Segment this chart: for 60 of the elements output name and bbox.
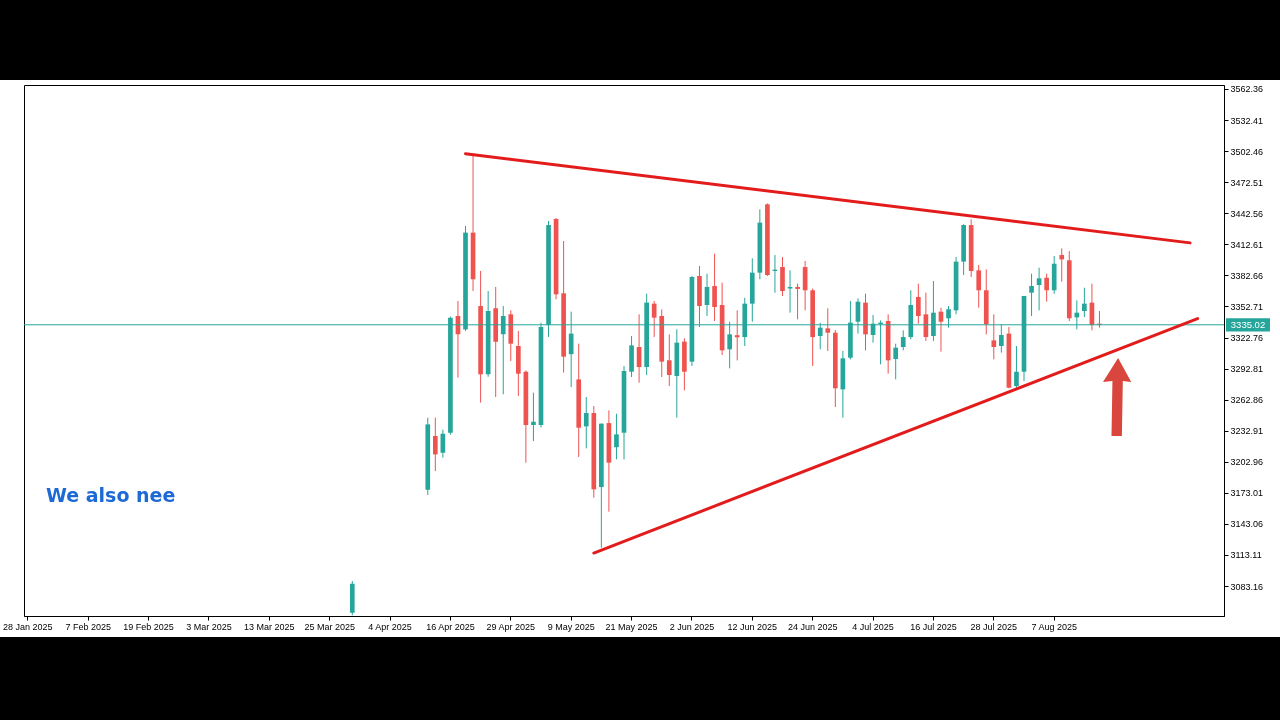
- y-tick-label: 3442.56: [1230, 208, 1264, 219]
- x-tick-label: 7 Aug 2025: [1031, 621, 1077, 632]
- y-tick-label: 3472.51: [1230, 177, 1264, 188]
- x-tick-label: 29 Apr 2025: [486, 621, 536, 632]
- y-tick-label: 3322.76: [1230, 333, 1264, 344]
- candlestick: [1029, 273, 1034, 317]
- x-tick-label: 19 Feb 2025: [123, 621, 174, 632]
- y-tick-label: 3532.41: [1230, 115, 1264, 126]
- candlestick: [432, 417, 438, 472]
- y-tick-label: 3562.36: [1230, 84, 1264, 95]
- annotation: We also nee: [46, 484, 176, 506]
- x-tick-label: 9 May 2025: [547, 621, 595, 632]
- x-tick-label: 2 Jun 2025: [669, 621, 715, 632]
- y-tick-label: 3262.86: [1230, 395, 1264, 406]
- x-tick-label: 4 Apr 2025: [368, 621, 412, 632]
- candlestick: [787, 269, 793, 314]
- candlestick: [795, 283, 800, 320]
- candlestick: [1082, 287, 1087, 318]
- y-tick-label: 3232.91: [1230, 426, 1264, 437]
- y-tick-label: 3382.66: [1230, 270, 1264, 281]
- candlestick: [825, 307, 831, 352]
- y-tick-label: 3083.16: [1230, 581, 1264, 592]
- candlestick: [900, 329, 906, 351]
- candlestick: [1036, 267, 1042, 311]
- candlestick: [780, 256, 785, 297]
- candlestick: [614, 413, 619, 460]
- candlestick: [976, 264, 982, 309]
- candlestick: [734, 309, 740, 361]
- x-tick-label: 28 Jan 2025: [3, 621, 53, 632]
- ref-line-label: 3335.02: [1230, 318, 1266, 330]
- candlestick: [893, 343, 899, 380]
- y-tick-label: 3412.61: [1230, 239, 1264, 250]
- x-tick-label: 12 Jun 2025: [727, 621, 778, 632]
- candlestick: [531, 392, 536, 442]
- x-tick-label: 4 Jul 2025: [852, 621, 894, 632]
- candlestick: [991, 313, 997, 360]
- candlestick: [1044, 273, 1049, 303]
- x-tick-label: 3 Mar 2025: [186, 621, 232, 632]
- y-tick-label: 3292.81: [1230, 364, 1264, 375]
- x-tick-label: 13 Mar 2025: [244, 621, 295, 632]
- candlestick: [712, 253, 717, 322]
- x-tick-label: 16 Apr 2025: [426, 621, 475, 632]
- y-tick-label: 3143.06: [1230, 519, 1264, 530]
- y-tick-label: 3202.96: [1230, 457, 1264, 468]
- y-tick-label: 3502.46: [1230, 146, 1264, 157]
- x-tick-label: 25 Mar 2025: [304, 621, 355, 632]
- x-tick-label: 28 Jul 2025: [970, 621, 1018, 632]
- y-tick-label: 3173.01: [1230, 488, 1264, 499]
- y-tick-label: 3113.11: [1230, 550, 1262, 561]
- candlestick: [1059, 247, 1065, 283]
- candlestick: [666, 333, 672, 387]
- x-tick-label: 16 Jul 2025: [910, 621, 957, 632]
- candlestick: [651, 300, 657, 338]
- y-tick-label: 3352.71: [1230, 301, 1264, 312]
- x-tick-label: 7 Feb 2025: [65, 621, 111, 632]
- candlestick: [1014, 345, 1019, 389]
- x-tick-label: 21 May 2025: [605, 621, 658, 632]
- candlestick: [583, 396, 589, 449]
- x-tick-label: 24 Jun 2025: [787, 621, 838, 632]
- candlestick: [916, 283, 921, 325]
